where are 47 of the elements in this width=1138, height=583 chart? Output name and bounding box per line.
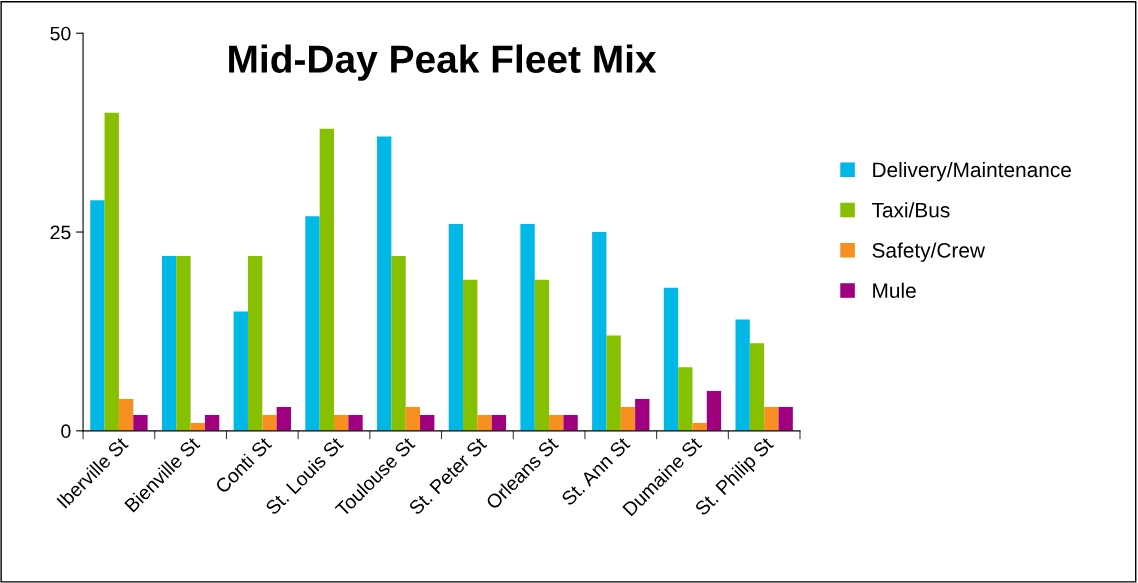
bar	[592, 232, 607, 431]
bar	[319, 128, 334, 431]
bar	[620, 406, 636, 431]
bar	[606, 335, 621, 431]
bar	[534, 279, 550, 431]
bar	[348, 414, 363, 431]
bar	[764, 406, 779, 431]
bar	[420, 414, 435, 431]
bar	[663, 287, 679, 431]
bar	[90, 200, 105, 431]
bar	[405, 406, 421, 431]
bar	[204, 414, 220, 431]
bar	[104, 112, 119, 431]
bar	[749, 343, 765, 431]
bar	[692, 422, 707, 431]
bar	[477, 414, 492, 431]
bar	[161, 255, 177, 431]
y-tick-label: 25	[50, 225, 71, 240]
bar	[735, 319, 750, 431]
legend-label: Safety/Crew	[872, 242, 986, 262]
legend-label: Mule	[873, 282, 916, 299]
bar	[377, 136, 392, 431]
legend-label: Delivery/Maintenance	[873, 161, 1071, 182]
bar	[176, 255, 191, 431]
bar	[463, 279, 478, 431]
bar	[563, 414, 578, 431]
bar	[549, 414, 564, 431]
bar	[247, 255, 263, 431]
bar	[276, 406, 291, 431]
bar	[118, 399, 134, 431]
chart-title: Mid-Day Peak Fleet Mix	[229, 44, 657, 81]
bar	[233, 311, 248, 431]
bar	[391, 255, 406, 431]
bar	[491, 414, 507, 431]
y-tick-label: 50	[50, 26, 71, 41]
y-tick-label: 0	[61, 424, 71, 439]
legend-label: Taxi/Bus	[871, 202, 950, 218]
bar	[133, 414, 148, 431]
bar	[448, 224, 464, 431]
bar	[706, 391, 722, 431]
bar	[678, 367, 693, 431]
bar	[305, 216, 320, 431]
bar	[635, 399, 650, 431]
bar	[262, 414, 277, 431]
bar	[778, 406, 793, 431]
bar	[334, 414, 349, 431]
bar	[520, 224, 535, 431]
